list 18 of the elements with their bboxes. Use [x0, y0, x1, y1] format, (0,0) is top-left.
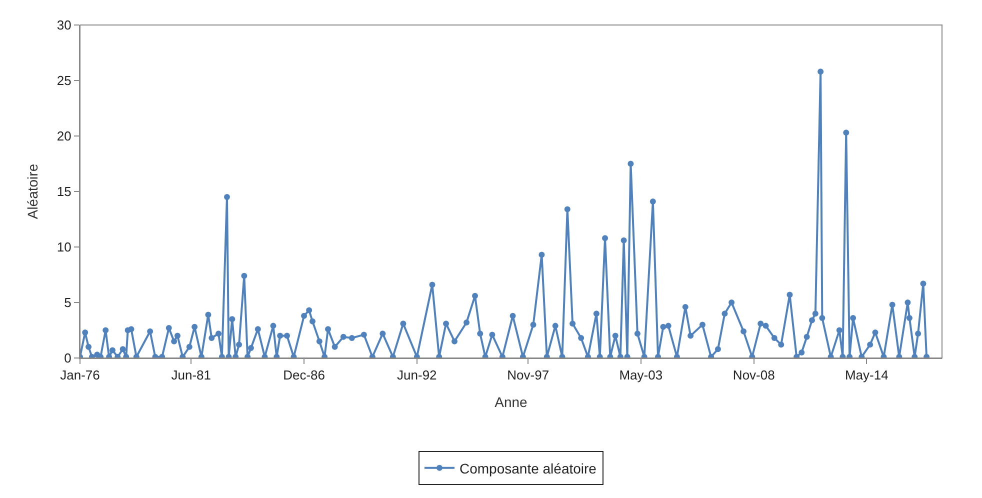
y-tick-label: 25 — [56, 73, 72, 88]
x-tick-label: Jun-81 — [171, 368, 212, 383]
x-tick-label: Nov-97 — [507, 368, 550, 383]
y-tick-label: 0 — [64, 350, 72, 366]
x-tick-label: Jun-92 — [397, 368, 437, 383]
y-axis-title: Aléatoire — [24, 164, 41, 220]
x-tick-label: Jan-76 — [60, 368, 100, 383]
y-tick-label: 20 — [56, 128, 72, 144]
y-tick-label: 10 — [56, 240, 72, 255]
legend-label: Composante aléatoire — [460, 460, 597, 476]
x-tick-label: Nov-08 — [732, 368, 775, 383]
x-tick-label: Dec-86 — [283, 368, 325, 383]
x-tick-label: May-03 — [619, 368, 663, 383]
y-tick-label: 5 — [64, 295, 72, 310]
y-tick-label: 15 — [56, 184, 72, 200]
x-tick-label: May-14 — [844, 368, 888, 383]
y-tick-label: 30 — [56, 18, 72, 33]
x-axis-title: Anne — [494, 394, 528, 410]
